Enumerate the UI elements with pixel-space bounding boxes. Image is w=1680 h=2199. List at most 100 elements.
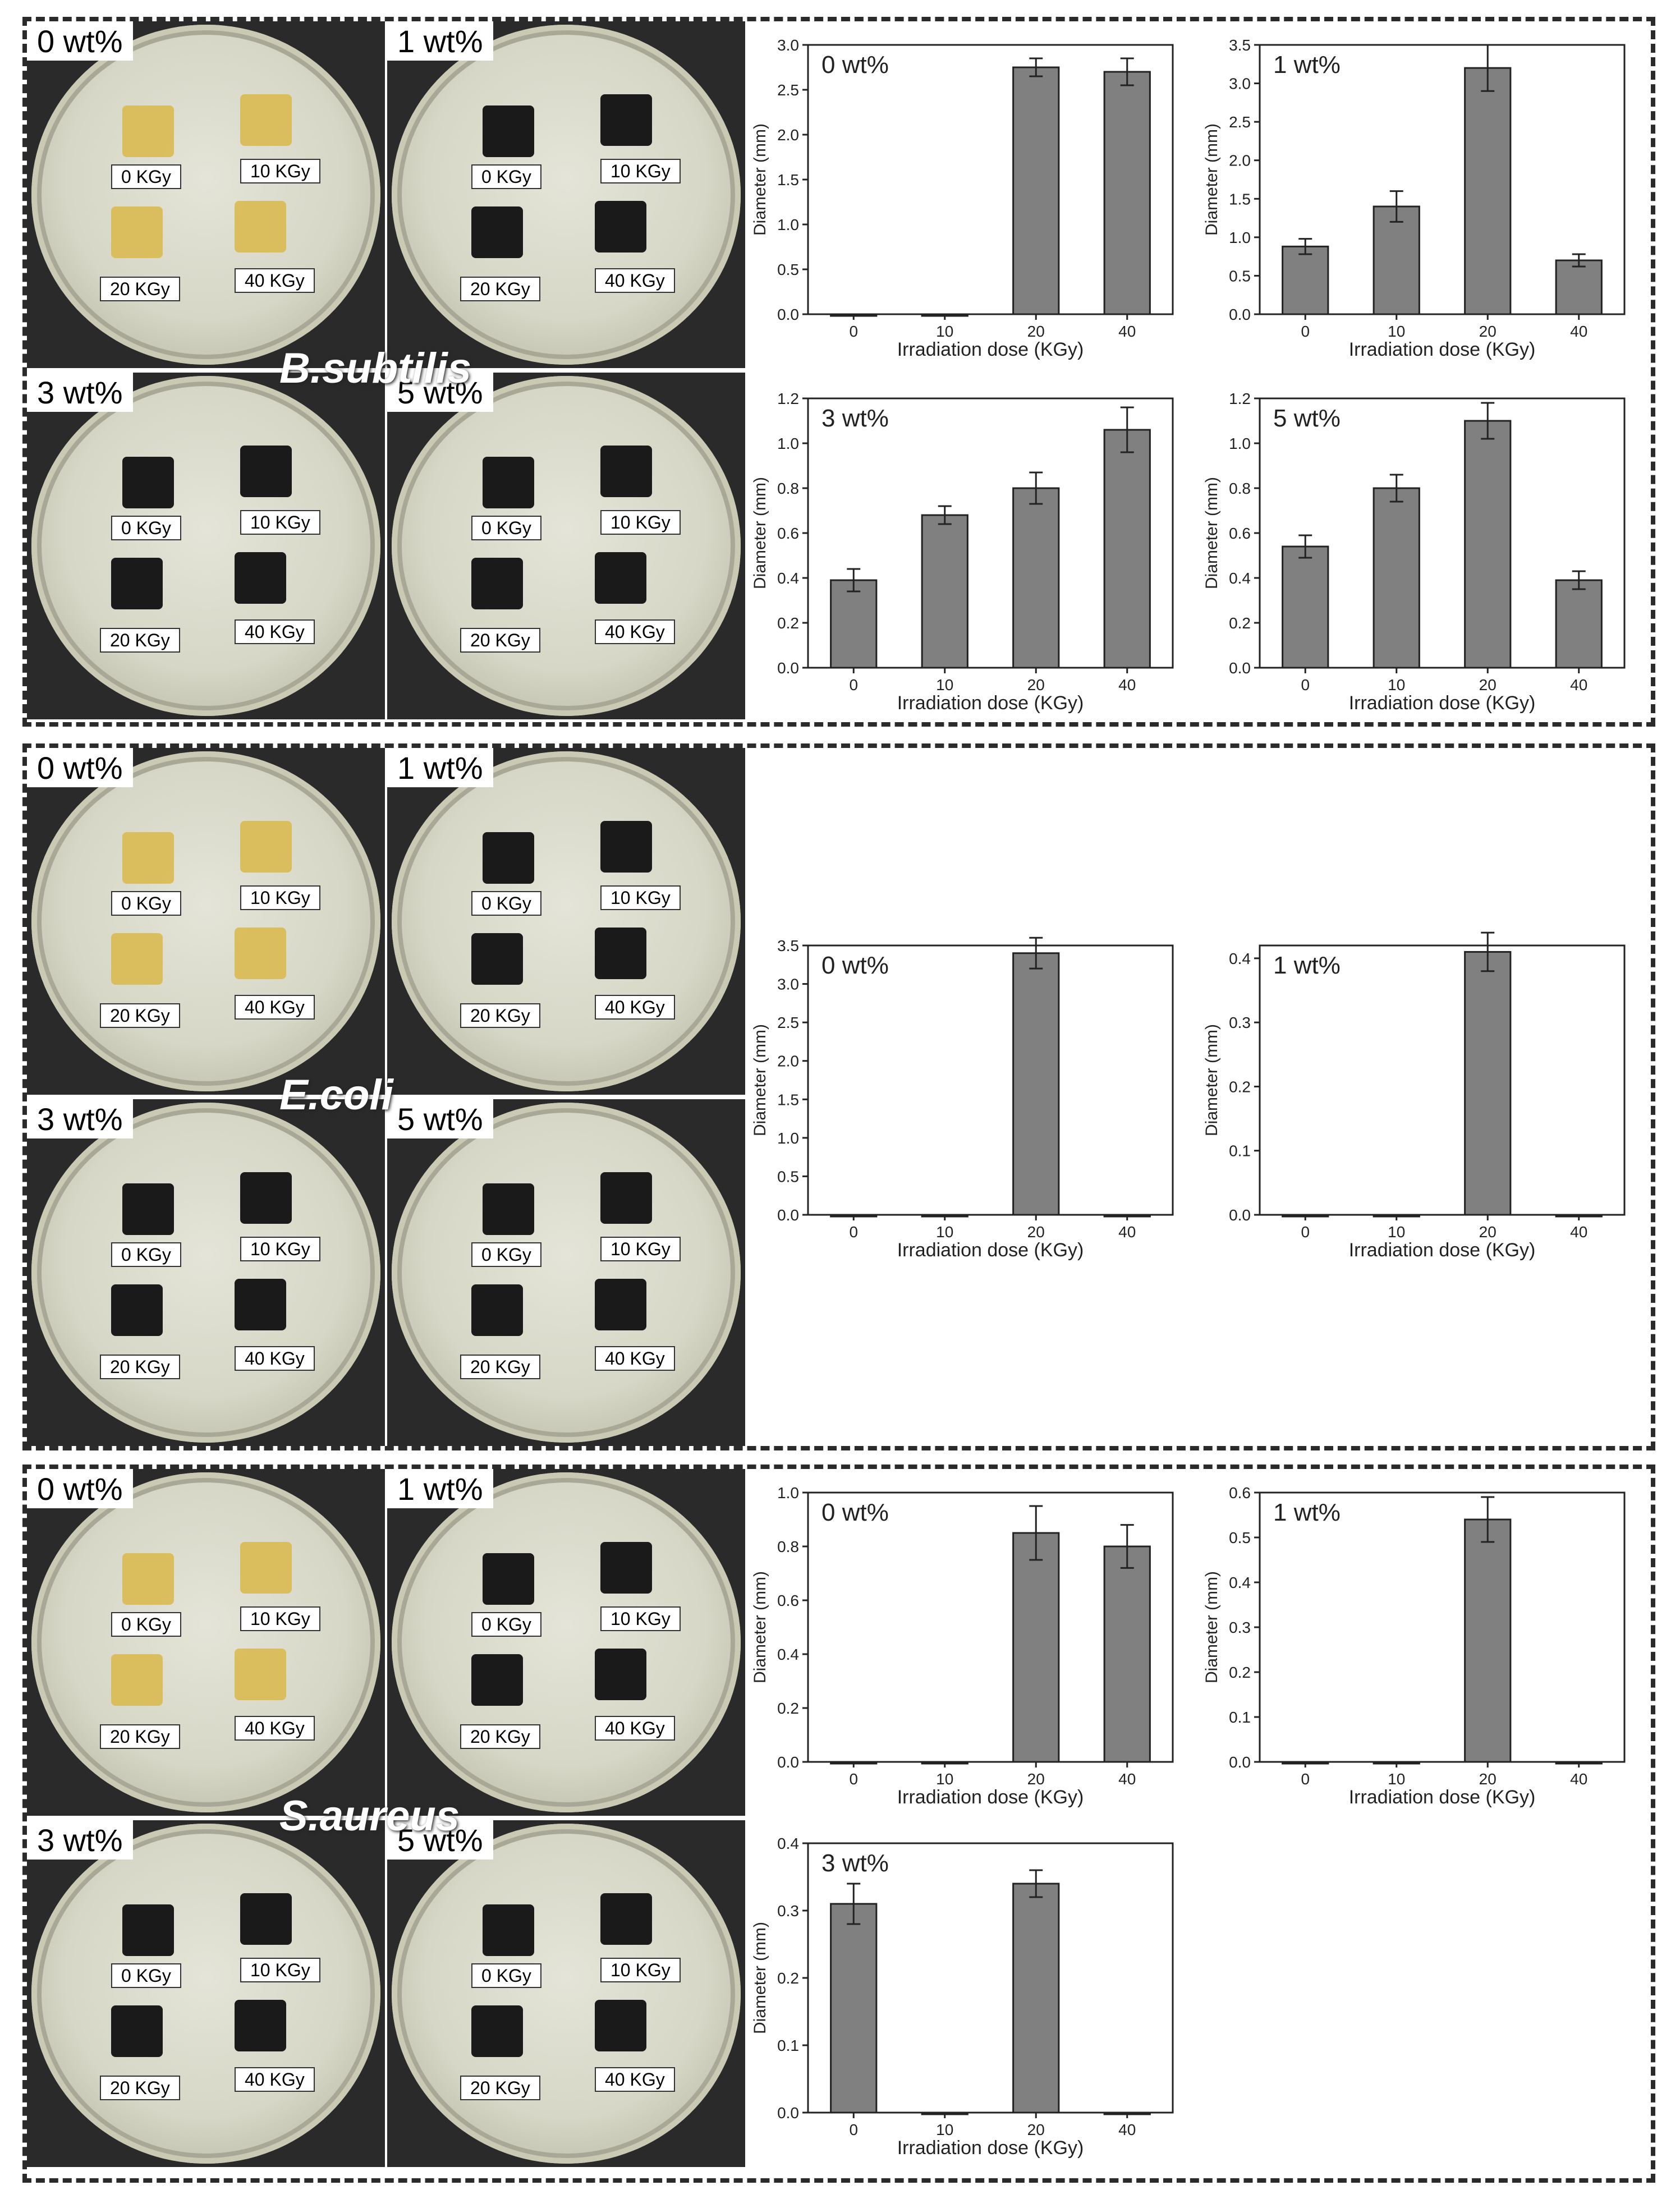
dose-label: 10 KGy bbox=[600, 510, 681, 535]
dose-label: 40 KGy bbox=[595, 1346, 675, 1371]
film-sample bbox=[471, 933, 523, 985]
y-tick-label: 0.0 bbox=[777, 659, 799, 677]
chart-saureus-1wt: 0.0 0.1 0.2 0.3 0.4 0.5 0.6 0 10 20 40 1 wt% Irradia… bbox=[1198, 1481, 1636, 1818]
petri-photo: 5 wt% 0 KGy 10 KGy 20 KGy 40 KGy bbox=[387, 1820, 745, 2167]
y-tick-label: 0.2 bbox=[1229, 614, 1251, 632]
dose-label: 0 KGy bbox=[111, 1612, 181, 1637]
chart-ecoli-1wt: 0.0 0.1 0.2 0.3 0.4 0 10 20 40 1 wt% Irradiation d… bbox=[1198, 931, 1636, 1271]
concentration-label: 1 wt% bbox=[387, 21, 493, 61]
y-tick-label: 0.3 bbox=[1229, 1619, 1251, 1636]
chart-title: 3 wt% bbox=[821, 405, 889, 432]
petri-dish bbox=[392, 1824, 741, 2164]
dose-label: 40 KGy bbox=[235, 1346, 315, 1371]
dose-label: 20 KGy bbox=[100, 1003, 180, 1028]
y-tick-label: 2.5 bbox=[777, 1014, 799, 1031]
y-tick-label: 0.5 bbox=[777, 1168, 799, 1185]
x-tick-label: 20 bbox=[1479, 676, 1497, 694]
dose-label: 40 KGy bbox=[235, 268, 315, 293]
species-label: S.aureus bbox=[279, 1792, 460, 1840]
dose-label: 20 KGy bbox=[460, 1724, 540, 1749]
y-tick-label: 0.8 bbox=[1229, 480, 1251, 497]
chart-saureus-3wt: 0.0 0.1 0.2 0.3 0.4 0 10 20 40 3 wt% Irradiation d… bbox=[746, 1832, 1184, 2169]
x-tick-label: 20 bbox=[1027, 1770, 1045, 1788]
y-tick-label: 0.0 bbox=[777, 306, 799, 323]
bar bbox=[1103, 71, 1151, 315]
y-tick-label: 0.4 bbox=[1229, 1574, 1251, 1591]
y-tick-label: 0.1 bbox=[1229, 1142, 1251, 1160]
dose-label: 20 KGy bbox=[100, 628, 180, 653]
y-tick-label: 0.3 bbox=[777, 1902, 799, 1920]
film-sample bbox=[122, 1183, 174, 1235]
photo-block-ecoli: 0 wt% 0 KGy 10 KGy 20 KGy 40 KGy 1 wt% 0 KGy 10… bbox=[27, 748, 745, 1446]
y-tick-label: 2.0 bbox=[777, 126, 799, 144]
x-tick-label: 0 bbox=[849, 2121, 858, 2138]
petri-dish bbox=[392, 751, 741, 1091]
y-tick-label: 0.5 bbox=[1229, 1529, 1251, 1546]
film-sample bbox=[595, 201, 646, 253]
x-tick-label: 10 bbox=[936, 323, 953, 340]
y-tick-label: 0.3 bbox=[1229, 1014, 1251, 1031]
x-axis-label: Irradiation dose (KGy) bbox=[897, 692, 1084, 714]
film-sample bbox=[235, 2000, 286, 2051]
chart-bsubtilis-1wt: 0.0 0.5 1.0 1.5 2.0 2.5 3.0 3.5 0 10 20 40 1 wt% Irra… bbox=[1198, 34, 1636, 370]
x-tick-label: 40 bbox=[1118, 323, 1136, 340]
y-tick-label: 0.8 bbox=[777, 1538, 799, 1555]
y-tick-label: 0.6 bbox=[1229, 1484, 1251, 1502]
film-sample bbox=[600, 446, 652, 497]
petri-photo: 0 wt% 0 KGy 10 KGy 20 KGy 40 KGy bbox=[27, 1469, 385, 1816]
film-sample bbox=[240, 446, 292, 497]
film-sample bbox=[111, 1654, 163, 1706]
film-sample bbox=[471, 558, 523, 609]
film-sample bbox=[600, 1893, 652, 1945]
chart-title: 0 wt% bbox=[821, 51, 889, 79]
x-tick-label: 20 bbox=[1027, 323, 1045, 340]
dose-label: 0 KGy bbox=[471, 1612, 541, 1637]
dose-label: 40 KGy bbox=[235, 2067, 315, 2092]
film-sample bbox=[471, 1284, 523, 1336]
dose-label: 40 KGy bbox=[235, 619, 315, 644]
bar bbox=[1012, 1883, 1060, 2114]
x-tick-label: 20 bbox=[1479, 1223, 1497, 1241]
film-sample bbox=[595, 2000, 646, 2051]
dose-label: 40 KGy bbox=[595, 1716, 675, 1741]
film-sample bbox=[240, 1542, 292, 1594]
dose-label: 10 KGy bbox=[240, 159, 320, 183]
film-sample bbox=[595, 1649, 646, 1700]
x-tick-label: 0 bbox=[849, 1770, 858, 1788]
x-tick-label: 10 bbox=[936, 1223, 953, 1241]
x-axis-label: Irradiation dose (KGy) bbox=[1349, 339, 1536, 360]
chart-bsubtilis-5wt: 0.0 0.2 0.4 0.6 0.8 1.0 1.2 0 10 20 40 5 wt% Irradia… bbox=[1198, 387, 1636, 724]
bar bbox=[1012, 952, 1060, 1216]
concentration-label: 5 wt% bbox=[387, 1099, 493, 1138]
y-tick-label: 2.5 bbox=[777, 81, 799, 99]
petri-dish bbox=[392, 376, 741, 716]
x-tick-label: 40 bbox=[1118, 676, 1136, 694]
film-sample bbox=[111, 558, 163, 609]
section-frame-saureus bbox=[22, 1465, 1655, 2183]
dose-label: 20 KGy bbox=[100, 1355, 180, 1379]
bar bbox=[1282, 245, 1329, 315]
x-tick-label: 40 bbox=[1118, 2121, 1136, 2138]
bar bbox=[1012, 1532, 1060, 1763]
bar bbox=[1012, 487, 1060, 669]
chart-title: 3 wt% bbox=[821, 1849, 889, 1877]
film-sample bbox=[483, 1553, 534, 1605]
film-sample bbox=[600, 821, 652, 873]
film-sample bbox=[600, 1542, 652, 1594]
chart-title: 0 wt% bbox=[821, 952, 889, 979]
concentration-label: 0 wt% bbox=[27, 21, 133, 61]
y-axis-label: Diameter (mm) bbox=[751, 123, 769, 236]
x-tick-label: 40 bbox=[1118, 1223, 1136, 1241]
bar bbox=[1555, 259, 1603, 315]
chart-title: 5 wt% bbox=[1273, 405, 1341, 432]
concentration-label: 3 wt% bbox=[27, 1820, 133, 1860]
plot-frame bbox=[1259, 944, 1626, 1216]
petri-photo: 3 wt% 0 KGy 10 KGy 20 KGy 40 KGy bbox=[27, 373, 385, 719]
y-tick-label: 3.0 bbox=[777, 976, 799, 993]
bar bbox=[1103, 429, 1151, 669]
film-sample bbox=[111, 1284, 163, 1336]
concentration-label: 3 wt% bbox=[27, 1099, 133, 1138]
chart-saureus-0wt: 0.0 0.2 0.4 0.6 0.8 1.0 0 10 20 40 0 wt% Irradiatio… bbox=[746, 1481, 1184, 1818]
y-tick-label: 1.0 bbox=[777, 435, 799, 452]
y-tick-label: 2.0 bbox=[777, 1053, 799, 1070]
